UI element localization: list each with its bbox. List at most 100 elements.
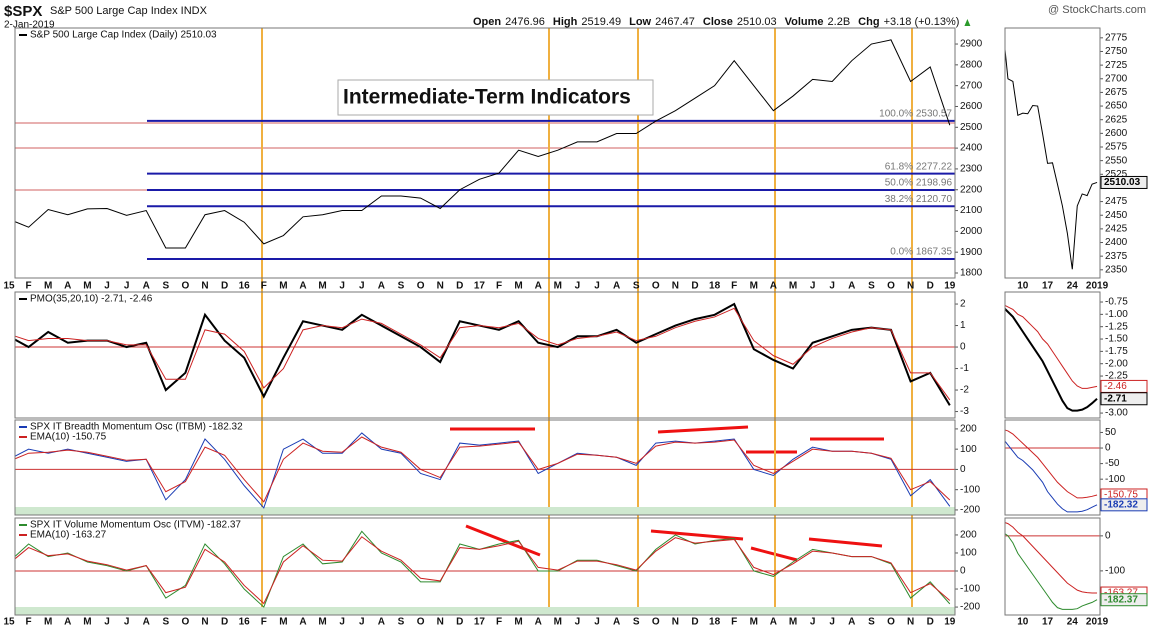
y-tick-label: 2400	[960, 143, 983, 154]
x-tick-label: J	[339, 281, 345, 292]
y-tick-label: 1	[960, 320, 966, 331]
y-tick-label: -200	[960, 602, 980, 613]
x-tick-label: F	[26, 281, 32, 292]
y-tick-label: 0	[1105, 530, 1111, 541]
y-tick-label: 2475	[1105, 196, 1128, 207]
x-tick-label: A	[143, 617, 150, 628]
quote-value: 2510.03	[737, 16, 777, 28]
quote-value: 2476.96	[505, 16, 545, 28]
plot-area	[15, 39, 955, 260]
fib-label: 61.8% 2277.22	[885, 161, 953, 172]
x-tick-label: A	[848, 617, 855, 628]
y-tick-label: -2.25	[1105, 371, 1128, 382]
x-tick-label: S	[633, 617, 640, 628]
x-tick-label: J	[104, 617, 110, 628]
x-tick-label: D	[221, 617, 228, 628]
x-tick-label: 17	[1042, 281, 1054, 292]
oversold-band	[15, 507, 955, 515]
series-line	[15, 307, 951, 401]
y-tick-label: -200	[960, 505, 980, 516]
source: @ StockCharts.com	[1048, 4, 1146, 16]
x-tick-label: 17	[474, 617, 486, 628]
legend-label: SPX IT Breadth Momentum Osc (ITBM) -182.…	[30, 422, 243, 433]
x-tick-label: M	[789, 281, 797, 292]
x-tick-label: M	[318, 617, 326, 628]
x-tick-label: A	[613, 617, 620, 628]
x-tick-label: A	[378, 617, 385, 628]
x-tick-label: F	[496, 617, 502, 628]
x-tick-label: A	[535, 617, 542, 628]
plot-area	[1005, 522, 1100, 610]
y-tick-label: 2000	[960, 226, 983, 237]
x-tick-label: A	[64, 617, 71, 628]
panel-frame	[14, 517, 956, 616]
quote-label: Open	[473, 16, 501, 28]
fib-label: 38.2% 2120.70	[885, 194, 953, 205]
x-tick-label: J	[829, 281, 835, 292]
x-tick-label: F	[496, 281, 502, 292]
y-tick-label: -3.00	[1105, 408, 1128, 419]
series-line	[15, 432, 951, 509]
quote-label: Close	[703, 16, 733, 28]
series-line	[15, 530, 951, 608]
x-tick-label: A	[848, 281, 855, 292]
x-tick-label: J	[575, 617, 581, 628]
oversold-band	[15, 607, 955, 615]
trend-line	[650, 529, 744, 541]
x-tick-label: J	[339, 617, 345, 628]
y-tick-label: 1900	[960, 247, 983, 258]
y-tick-label: 200	[960, 424, 977, 435]
x-tick-label: S	[162, 281, 169, 292]
x-tick-label: A	[535, 281, 542, 292]
y-tick-label: 2900	[960, 39, 983, 50]
y-tick-label: 2200	[960, 184, 983, 195]
y-tick-label: -1.25	[1105, 321, 1128, 332]
x-tick-label: 24	[1067, 617, 1079, 628]
y-tick-label: 2725	[1105, 60, 1128, 71]
last-value-label: -2.46	[1104, 381, 1127, 392]
x-tick-label: F	[731, 617, 737, 628]
x-tick-label: D	[456, 281, 463, 292]
x-tick-label: N	[672, 281, 679, 292]
x-tick-label: M	[514, 617, 522, 628]
trend-annotations	[450, 425, 884, 562]
x-tick-label: A	[299, 281, 306, 292]
x-tick-label: M	[318, 281, 326, 292]
trend-line	[465, 524, 541, 557]
x-tick-label: D	[456, 617, 463, 628]
annotation: Intermediate-Term Indicators	[343, 86, 631, 109]
x-tick-label: O	[887, 281, 895, 292]
quote-label: Volume	[785, 16, 824, 28]
panel-frame	[1004, 291, 1101, 419]
y-tick-label: -1.75	[1105, 346, 1128, 357]
y-tick-label: 200	[960, 530, 977, 541]
x-tick-label: 2019	[1086, 281, 1109, 292]
y-tick-label: 2550	[1105, 155, 1128, 166]
y-tick-label: 2350	[1105, 264, 1128, 275]
x-tick-label: S	[162, 617, 169, 628]
y-tick-label: -100	[960, 484, 980, 495]
y-tick-label: 2575	[1105, 142, 1128, 153]
series-line	[15, 436, 951, 503]
x-tick-label: 16	[239, 281, 251, 292]
x-tick-label: M	[83, 617, 91, 628]
x-tick-label: N	[907, 617, 914, 628]
series-line	[1005, 440, 1098, 513]
legend-label: EMA(10) -163.27	[30, 530, 107, 541]
symbol: $SPX	[4, 3, 42, 20]
legend-label: EMA(10) -150.75	[30, 432, 107, 443]
x-tick-label: O	[652, 617, 660, 628]
x-tick-label: D	[691, 281, 698, 292]
x-tick-label: M	[83, 281, 91, 292]
y-tick-label: 2300	[960, 164, 983, 175]
x-tick-label: F	[261, 617, 267, 628]
y-tick-label: 100	[960, 548, 977, 559]
y-tick-label: 0	[960, 566, 966, 577]
x-tick-label: A	[64, 281, 71, 292]
y-tick-label: -2.00	[1105, 358, 1128, 369]
x-tick-label: J	[594, 617, 600, 628]
x-tick-label: N	[437, 281, 444, 292]
y-tick-label: 0	[960, 464, 966, 475]
last-value-label: -182.32	[1104, 499, 1138, 510]
